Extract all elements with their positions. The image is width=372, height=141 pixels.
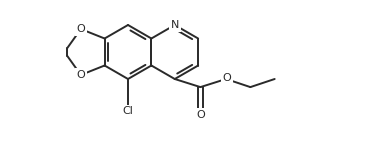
Text: O: O (196, 110, 205, 120)
Text: O: O (77, 24, 85, 34)
Text: O: O (77, 70, 85, 80)
Text: N: N (171, 20, 179, 30)
Text: O: O (223, 73, 231, 83)
Text: Cl: Cl (122, 106, 134, 116)
